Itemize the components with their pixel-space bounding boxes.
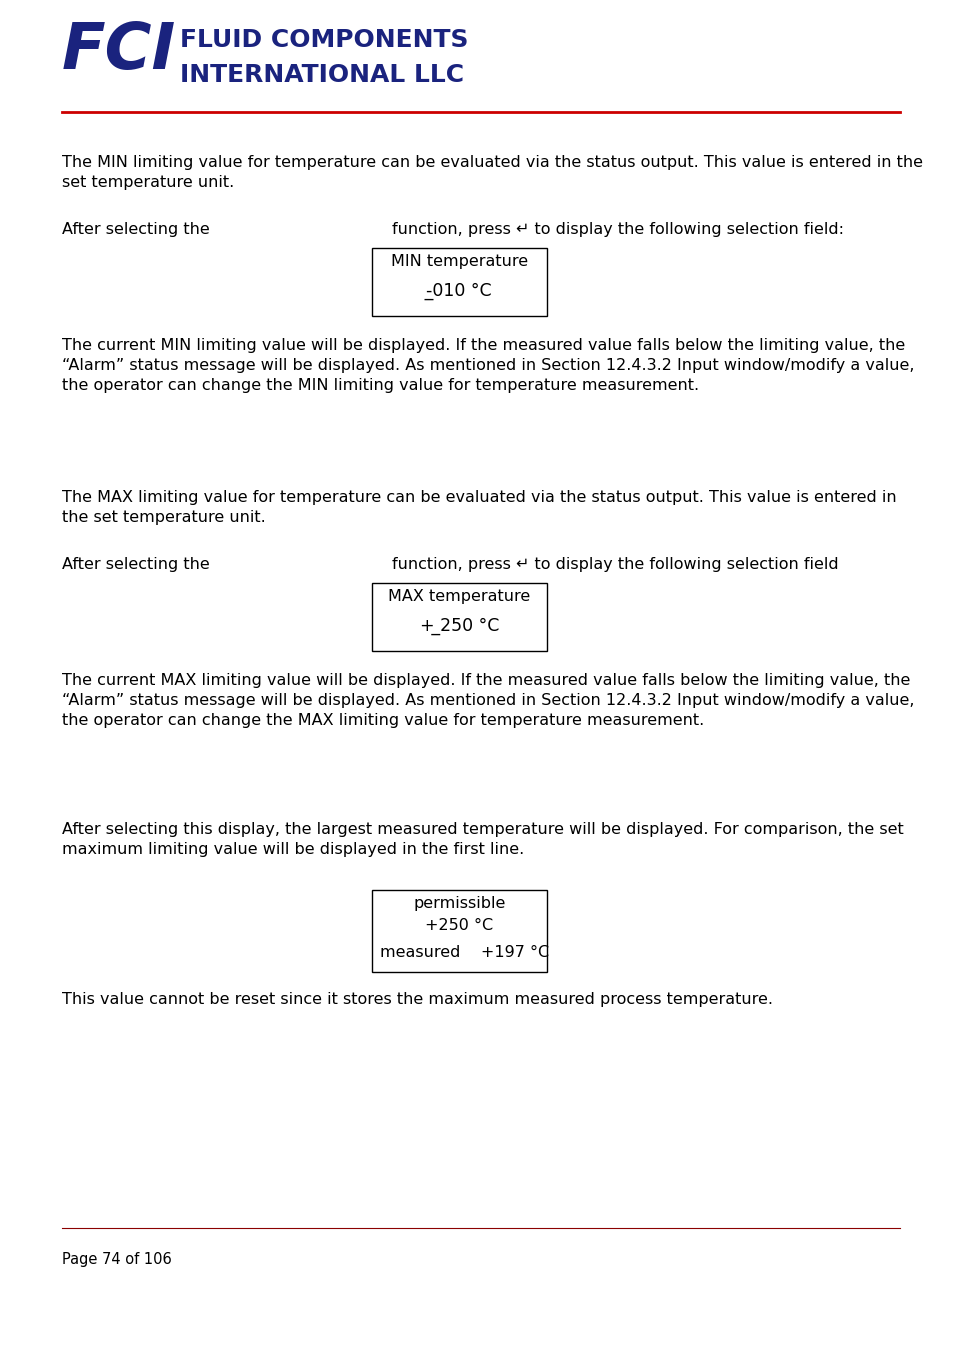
Text: The current MIN limiting value will be displayed. If the measured value falls be: The current MIN limiting value will be d… — [62, 338, 914, 393]
Text: FCI: FCI — [62, 20, 176, 82]
Text: After selecting this display, the largest measured temperature will be displayed: After selecting this display, the larges… — [62, 821, 902, 857]
Text: function, press ↵ to display the following selection field:: function, press ↵ to display the followi… — [392, 222, 843, 236]
Text: measured    +197 °C: measured +197 °C — [379, 944, 549, 961]
Bar — [372, 890, 546, 971]
Text: -̲010 °C: -̲010 °C — [426, 282, 492, 300]
Text: MIN temperature: MIN temperature — [391, 254, 528, 269]
Text: + ̲250 °C: + ̲250 °C — [419, 617, 498, 635]
Text: +250 °C: +250 °C — [425, 917, 493, 934]
Text: INTERNATIONAL LLC: INTERNATIONAL LLC — [180, 63, 464, 86]
Text: Page 74 of 106: Page 74 of 106 — [62, 1252, 172, 1267]
Bar — [372, 584, 546, 651]
Text: MAX temperature: MAX temperature — [388, 589, 530, 604]
Text: The current MAX limiting value will be displayed. If the measured value falls be: The current MAX limiting value will be d… — [62, 673, 914, 728]
Text: After selecting the: After selecting the — [62, 222, 210, 236]
Bar — [372, 249, 546, 316]
Text: FLUID COMPONENTS: FLUID COMPONENTS — [180, 28, 468, 51]
Text: This value cannot be reset since it stores the maximum measured process temperat: This value cannot be reset since it stor… — [62, 992, 772, 1006]
Text: The MIN limiting value for temperature can be evaluated via the status output. T: The MIN limiting value for temperature c… — [62, 155, 923, 189]
Text: The MAX limiting value for temperature can be evaluated via the status output. T: The MAX limiting value for temperature c… — [62, 490, 896, 524]
Text: permissible: permissible — [413, 896, 505, 911]
Text: After selecting the: After selecting the — [62, 557, 210, 571]
Text: function, press ↵ to display the following selection field: function, press ↵ to display the followi… — [392, 557, 838, 571]
